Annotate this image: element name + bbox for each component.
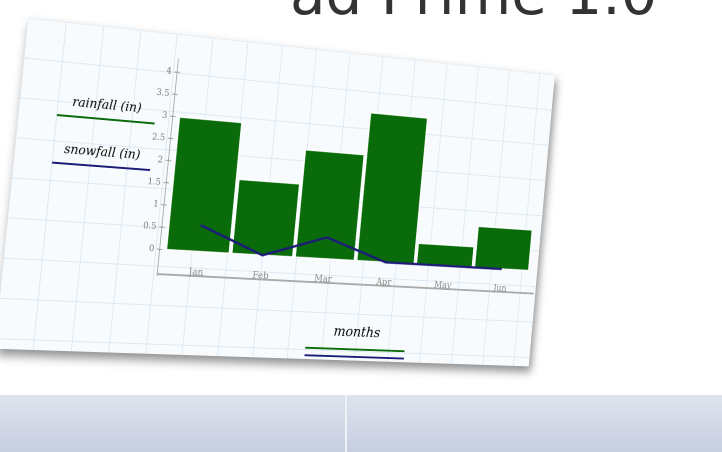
x-tick-label: Apr bbox=[375, 277, 392, 288]
x-label-underline bbox=[305, 348, 404, 352]
footer-band bbox=[0, 395, 722, 452]
y-tick-label: 2 bbox=[157, 155, 163, 165]
x-tick-label: Mar bbox=[314, 274, 333, 285]
chart-panel: rainfall (in) snowfall (in) months 0 0.5 1… bbox=[0, 18, 555, 367]
legend-label: rainfall (in) bbox=[72, 95, 142, 116]
chart: rainfall (in) snowfall (in) months 0 0.5 1… bbox=[0, 18, 555, 367]
y-tick-label: 1.5 bbox=[147, 177, 161, 188]
y-tick-label: 1 bbox=[153, 200, 159, 210]
bar bbox=[357, 113, 428, 264]
y-tick-label: 3.5 bbox=[156, 88, 170, 99]
y-tick-label: 4 bbox=[166, 67, 172, 77]
paper-grid bbox=[0, 339, 530, 358]
y-tick-label: 0.5 bbox=[143, 221, 157, 232]
bar bbox=[295, 150, 364, 261]
slide-title: ad Prime 1.0 bbox=[290, 0, 658, 28]
x-tick-label: Jun bbox=[492, 283, 507, 294]
x-tick-label: Feb bbox=[252, 270, 269, 281]
bar bbox=[166, 117, 241, 253]
y-tick-label: 2.5 bbox=[152, 132, 166, 143]
x-label-underline bbox=[305, 355, 404, 358]
legend-swatch bbox=[52, 163, 150, 170]
paper-grid bbox=[0, 298, 533, 322]
y-tick-label: 3 bbox=[162, 111, 168, 121]
y-tick bbox=[172, 94, 177, 95]
x-axis-label: months bbox=[333, 323, 381, 341]
legend-swatch bbox=[57, 115, 155, 123]
x-tick-label: Jan bbox=[187, 267, 204, 279]
x-tick-label: May bbox=[434, 280, 453, 291]
footer-divider bbox=[345, 395, 347, 452]
y-tick bbox=[174, 72, 179, 73]
legend-label: snowfall (in) bbox=[63, 142, 141, 163]
bar bbox=[232, 179, 300, 257]
y-tick-label: 0 bbox=[148, 244, 155, 254]
bar bbox=[474, 226, 532, 270]
